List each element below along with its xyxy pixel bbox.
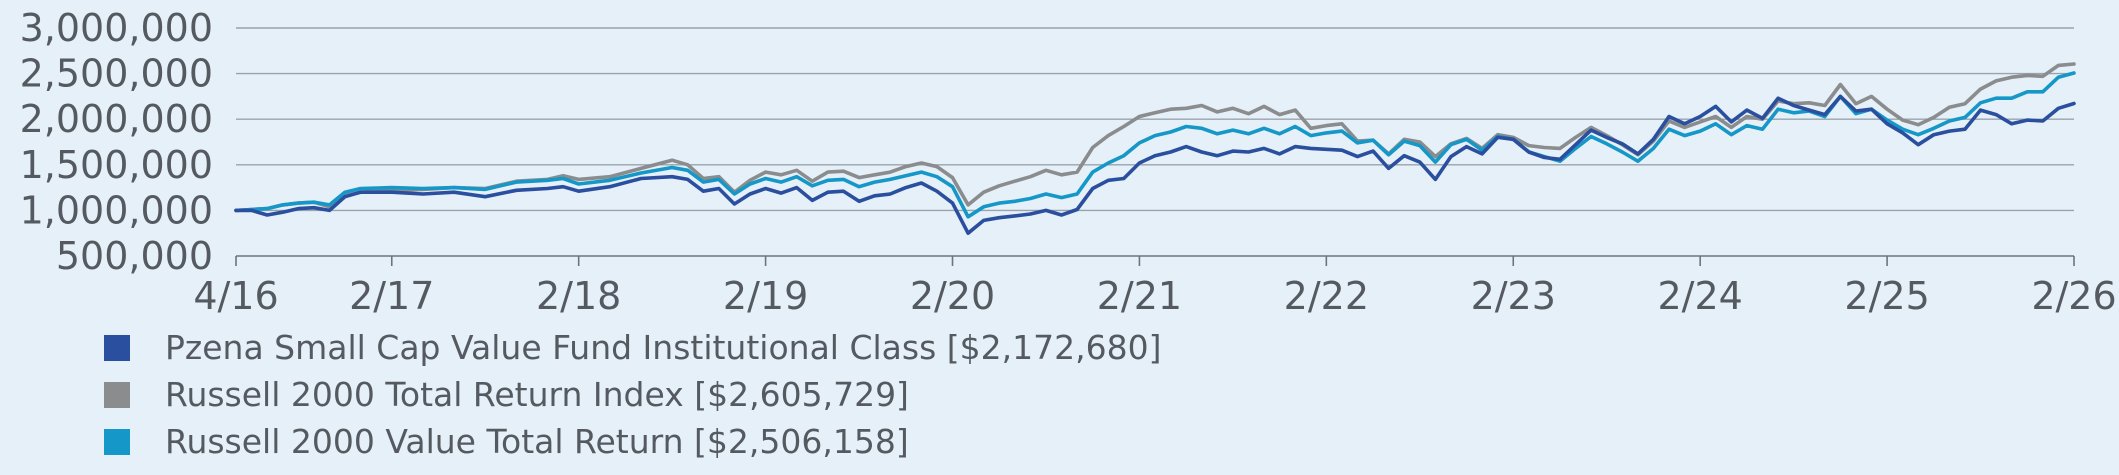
x-tick-label: 2/26 xyxy=(2031,274,2116,318)
y-tick-label: 3,000,000 xyxy=(20,6,213,50)
x-tick-label: 2/17 xyxy=(349,274,434,318)
x-tick-label: 2/19 xyxy=(723,274,808,318)
legend: Pzena Small Cap Value Fund Institutional… xyxy=(104,328,1161,461)
pzena-fund-line xyxy=(234,94,2076,235)
x-tick-label: 2/23 xyxy=(1471,274,1556,318)
x-axis: 4/16 2/17 2/18 2/19 2/20 2/21 2/22 2/23 2/24 2/25… xyxy=(193,255,2117,318)
series-lines xyxy=(234,62,2076,235)
x-tick-label: 4/16 xyxy=(193,274,278,318)
x-tick-label: 2/20 xyxy=(910,274,995,318)
y-tick-label: 1,500,000 xyxy=(20,143,213,187)
russell-2000-value-line xyxy=(234,71,2076,219)
legend-swatch-russell-2000 xyxy=(104,382,130,408)
x-tick-label: 2/22 xyxy=(1284,274,1369,318)
x-tick-label: 2/25 xyxy=(1844,274,1929,318)
y-tick-label: 2,500,000 xyxy=(20,52,213,96)
x-tick-label: 2/21 xyxy=(1097,274,1182,318)
legend-label: Pzena Small Cap Value Fund Institutional… xyxy=(165,328,1161,367)
legend-swatch-russell-2000-value xyxy=(104,429,130,455)
y-axis-tick-labels: 500,0001,000,0001,500,0002,000,0002,500,… xyxy=(20,6,213,278)
gridlines xyxy=(236,27,2074,212)
y-tick-label: 500,000 xyxy=(56,234,213,278)
legend-label: Russell 2000 Value Total Return [$2,506,… xyxy=(165,422,909,461)
y-tick-label: 1,000,000 xyxy=(20,188,213,232)
x-tick-label: 2/18 xyxy=(536,274,621,318)
x-tick-label: 2/24 xyxy=(1657,274,1742,318)
legend-label: Russell 2000 Total Return Index [$2,605,… xyxy=(165,375,909,414)
legend-swatch-pzena xyxy=(104,335,130,361)
y-tick-label: 2,000,000 xyxy=(20,97,213,141)
